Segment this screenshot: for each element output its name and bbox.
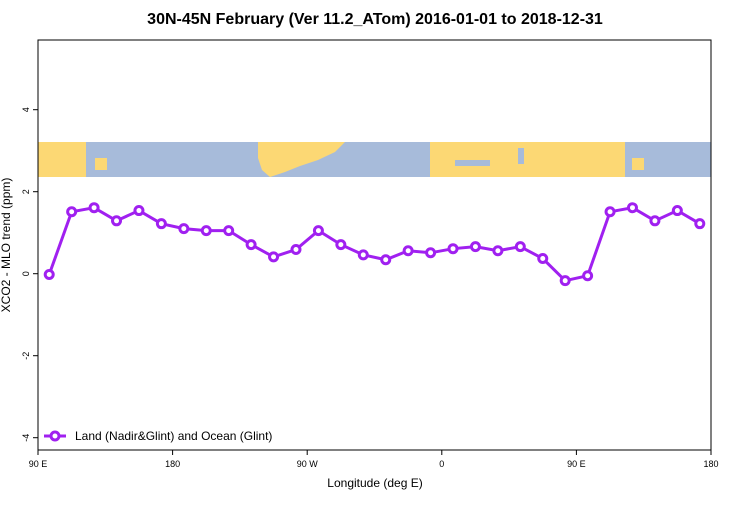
x-tick-label: 90 E: [567, 459, 586, 469]
point: [626, 202, 638, 214]
y-tick-label: 2: [21, 189, 31, 194]
point: [88, 202, 100, 214]
map-land: [38, 142, 86, 177]
point: [111, 215, 123, 227]
x-tick-label: 90 E: [29, 459, 48, 469]
point: [469, 241, 481, 253]
point: [649, 215, 661, 227]
map-land: [430, 142, 625, 177]
y-tick-label: -2: [21, 352, 31, 360]
point: [559, 275, 571, 287]
point: [66, 206, 78, 218]
legend: Land (Nadir&Glint) and Ocean (Glint): [44, 429, 272, 443]
point: [290, 244, 302, 256]
y-tick-label: 4: [21, 107, 31, 112]
point: [537, 253, 549, 265]
plot-frame: [37, 39, 712, 451]
point: [335, 239, 347, 251]
x-tick-label: 180: [703, 459, 718, 469]
legend-label: Land (Nadir&Glint) and Ocean (Glint): [75, 429, 272, 443]
map-sea: [455, 160, 490, 166]
point: [155, 218, 167, 230]
point: [43, 269, 55, 281]
y-axis-label: XCO2 - MLO trend (ppm): [0, 178, 13, 313]
x-tick-label: 90 W: [297, 459, 319, 469]
point: [582, 270, 594, 282]
point: [514, 241, 526, 253]
point: [133, 205, 145, 217]
map-land: [258, 142, 345, 177]
y-tick-label: 0: [21, 271, 31, 276]
point: [268, 251, 280, 263]
x-tick-label: 180: [165, 459, 180, 469]
map-land: [95, 158, 107, 170]
y-tick-label: -4: [21, 434, 31, 442]
point: [178, 223, 190, 235]
point: [357, 249, 369, 261]
point: [492, 245, 504, 257]
point: [447, 243, 459, 255]
point: [312, 225, 324, 237]
point: [223, 225, 235, 237]
point: [402, 245, 414, 257]
point: [425, 247, 437, 259]
point: [245, 239, 257, 251]
chart-title: 30N-45N February (Ver 11.2_ATom) 2016-01…: [147, 11, 603, 28]
series-line: [47, 206, 701, 283]
map-land: [632, 158, 644, 170]
map-sea: [518, 148, 524, 164]
x-tick-label: 0: [439, 459, 444, 469]
point: [200, 225, 212, 237]
x-axis-label: Longitude (deg E): [327, 476, 422, 490]
point: [694, 218, 706, 230]
point: [380, 254, 392, 266]
point: [604, 206, 616, 218]
point: [671, 205, 683, 217]
legend-marker: [49, 430, 61, 442]
map-band: [38, 142, 711, 177]
